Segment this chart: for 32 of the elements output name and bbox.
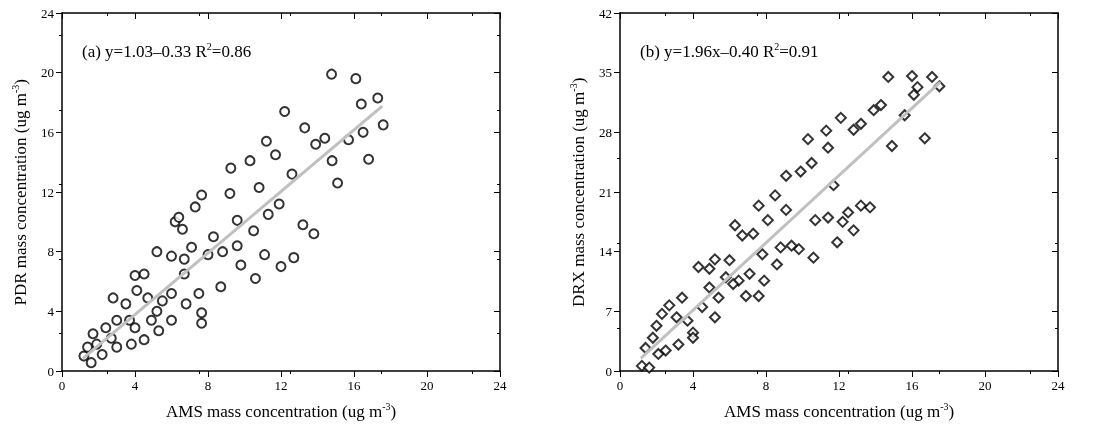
x-axis-title: AMS mass concentration (ug m$^{-3}$) (166, 401, 397, 422)
y-tick-label: 0 (605, 363, 612, 379)
x-tick-label: 20 (420, 378, 434, 393)
y-tick-label: 21 (599, 184, 612, 200)
y-tick-label: 7 (605, 303, 613, 319)
x-tick-label: 12 (274, 378, 288, 393)
x-tick-label: 24 (493, 378, 507, 393)
y-tick-label: 4 (47, 303, 55, 319)
y-tick-label: 35 (599, 65, 612, 81)
x-tick-label: 8 (762, 378, 770, 393)
y-tick-label: 16 (41, 124, 55, 140)
y-tick-label: 24 (41, 5, 55, 21)
x-tick-label: 8 (204, 378, 212, 393)
x-tick-label: 0 (58, 378, 66, 393)
annotation: (b) y=1.96x–0.40 R$^{2}$=0.91 (640, 41, 819, 62)
y-tick-label: 28 (599, 124, 612, 140)
y-tick-label: 14 (599, 244, 613, 260)
x-tick-label: 4 (131, 378, 139, 393)
x-tick-label: 12 (832, 378, 846, 393)
y-tick-label: 12 (41, 184, 54, 200)
y-tick-label: 8 (47, 244, 54, 260)
x-tick-label: 4 (689, 378, 697, 393)
x-axis-title: AMS mass concentration (ug m$^{-3}$) (724, 401, 955, 422)
x-tick-label: 20 (978, 378, 992, 393)
x-tick-label: 16 (347, 378, 361, 393)
y-tick-label: 20 (41, 65, 54, 81)
x-tick-label: 16 (905, 378, 919, 393)
annotation: (a) y=1.03–0.33 R$^{2}$=0.86 (82, 41, 252, 62)
y-tick-label: 42 (599, 5, 612, 21)
x-tick-label: 24 (1051, 378, 1065, 393)
x-tick-label: 0 (616, 378, 624, 393)
y-tick-label: 0 (47, 363, 54, 379)
